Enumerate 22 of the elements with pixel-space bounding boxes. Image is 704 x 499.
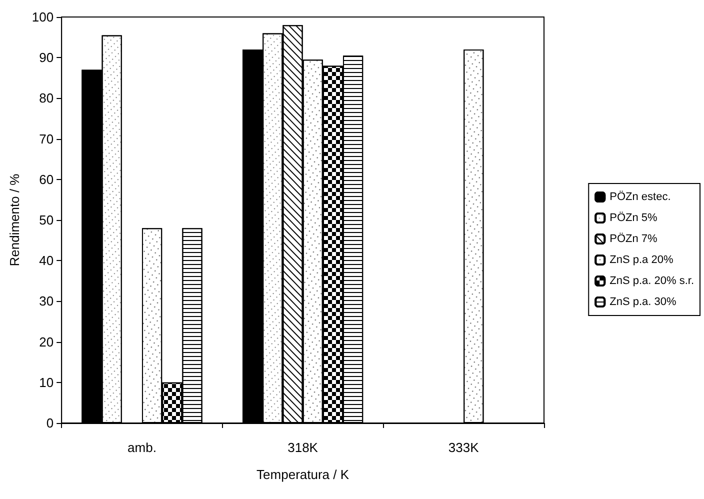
x-tick-label: 318K (288, 440, 318, 455)
y-tick-label: 80 (39, 90, 54, 106)
legend-label: ZnS p.a. 30% (610, 296, 676, 308)
x-tick-label: amb. (128, 440, 156, 455)
x-tick-label: 333K (448, 440, 480, 455)
y-tick-label: 20 (39, 334, 54, 350)
y-tick-label: 60 (39, 172, 54, 187)
legend-label: ZnS p.a. 20% s.r. (610, 275, 694, 287)
y-tick-label: 100 (32, 10, 54, 24)
x-axis-title: Temperatura / K (256, 467, 350, 482)
y-axis-title: Rendimento / % (7, 173, 22, 266)
legend-label: PÖZn 7% (610, 232, 658, 245)
y-tick-label: 50 (39, 212, 54, 228)
y-tick-label: 90 (39, 50, 54, 66)
y-tick-label: 30 (39, 294, 54, 309)
y-tick-label: 40 (39, 253, 54, 268)
y-tick-label: 0 (46, 416, 54, 430)
legend-label: PÖZn estec. (610, 190, 671, 203)
legend-label: ZnS p.a 20% (610, 254, 674, 266)
y-tick-label: 70 (39, 131, 54, 146)
y-tick-label: 10 (39, 374, 54, 390)
legend-label: PÖZn 5% (610, 211, 658, 224)
